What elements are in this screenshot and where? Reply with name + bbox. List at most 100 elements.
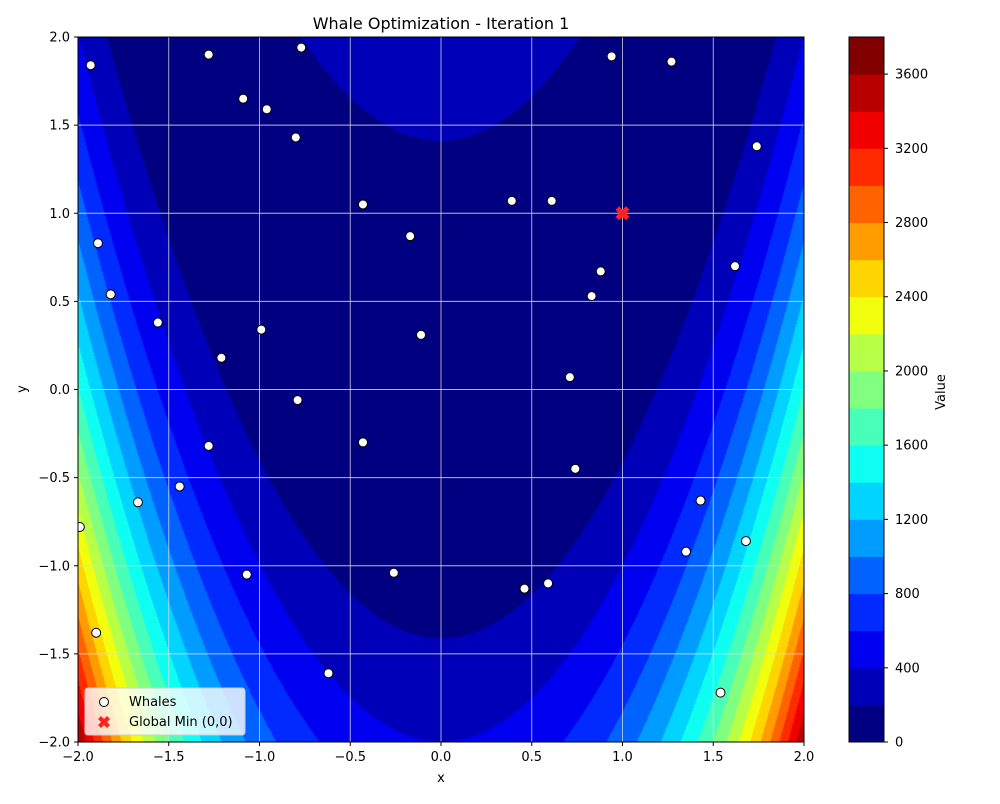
whale-point	[543, 578, 554, 589]
whale-point	[216, 352, 227, 363]
x-tick-label: 1.0	[612, 750, 633, 765]
x-tick-label: −1.5	[153, 750, 185, 765]
colorbar-band	[849, 408, 884, 446]
colorbar-tick-label: 1600	[895, 439, 928, 454]
colorbar-tick-label: 2800	[895, 216, 928, 231]
colorbar-frame	[848, 36, 885, 743]
x-axis-label: x	[437, 771, 445, 786]
whale-point	[570, 463, 581, 474]
legend-whales-marker	[99, 697, 109, 707]
colorbar-tick-label: 2400	[895, 290, 928, 305]
colorbar-band	[849, 445, 884, 483]
y-tick-label: −1.0	[38, 559, 70, 574]
colorbar-band	[849, 556, 884, 595]
colorbar-tick-label: 3200	[895, 142, 928, 157]
whale-point	[357, 199, 368, 210]
colorbar-bands	[849, 37, 884, 743]
y-axis-label: y	[15, 385, 30, 393]
whale-point	[238, 93, 249, 104]
y-tick-label: 1.0	[49, 207, 70, 222]
whale-point	[292, 395, 303, 406]
whale-point	[78, 521, 85, 532]
whale-point	[506, 195, 517, 206]
colorbar: 0 400 800 1200 1600 2000 2400 2800 3200 3600 Valu…	[848, 36, 949, 751]
whale-point	[92, 238, 103, 249]
legend-whales-label: Whales	[129, 695, 177, 710]
whale-point	[405, 231, 416, 242]
whale-point	[290, 132, 301, 143]
colorbar-band	[849, 222, 884, 261]
colorbar-tick-label: 400	[895, 661, 920, 676]
colorbar-tick-label: 800	[895, 587, 920, 602]
whale-point	[152, 317, 163, 328]
legend-global-min-marker	[98, 716, 110, 728]
whale-point	[564, 372, 575, 383]
whale-point	[261, 104, 272, 115]
colorbar-band	[849, 704, 884, 743]
colorbar-band	[849, 593, 884, 632]
colorbar-tick-label: 2000	[895, 364, 928, 379]
whale-point	[606, 51, 617, 62]
whale-point	[203, 440, 214, 451]
whale-point	[323, 668, 334, 679]
whale-point	[105, 289, 116, 300]
colorbar-ticks: 0 400 800 1200 1600 2000 2400 2800 3200 3600	[884, 68, 928, 751]
x-tick-label: 2.0	[794, 750, 815, 765]
whale-point	[730, 261, 741, 272]
whale-point	[241, 569, 252, 580]
whale-point	[519, 583, 530, 594]
colorbar-band	[849, 519, 884, 557]
whale-point	[85, 60, 96, 71]
x-tick-label: −0.5	[334, 750, 366, 765]
whale-point	[666, 56, 677, 67]
whale-point	[681, 546, 692, 557]
whale-point	[595, 266, 606, 277]
x-axis: −2.0 −1.5 −1.0 −0.5 0.0 0.5 1.0 1.5 2.0	[62, 742, 814, 765]
y-tick-label: −1.5	[38, 647, 70, 662]
colorbar-band	[849, 630, 884, 669]
whale-point	[416, 329, 427, 340]
y-axis: −2.0 −1.5 −1.0 −0.5 0.0 0.5 1.0 1.5 2.0	[38, 31, 78, 751]
colorbar-band	[849, 148, 884, 186]
y-tick-label: 1.5	[49, 119, 70, 134]
y-tick-label: 2.0	[49, 31, 70, 46]
y-tick-label: −0.5	[38, 471, 70, 486]
colorbar-tick-label: 3600	[895, 68, 928, 83]
whale-point	[203, 49, 214, 60]
whale-point	[132, 497, 143, 508]
colorbar-band	[849, 333, 884, 372]
x-tick-label: 1.5	[703, 750, 724, 765]
whale-point	[546, 195, 557, 206]
whale-point	[256, 324, 267, 335]
colorbar-band	[849, 370, 884, 409]
legend-global-min-label: Global Min (0,0)	[129, 715, 233, 730]
legend: Whales Global Min (0,0)	[84, 687, 246, 736]
x-tick-label: 0.5	[521, 750, 542, 765]
plot-area	[77, 36, 805, 743]
whale-point	[91, 627, 102, 638]
colorbar-tick-label: 0	[895, 736, 903, 751]
whale-point	[388, 567, 399, 578]
whale-point	[296, 42, 307, 53]
data-markers	[78, 42, 762, 698]
x-tick-label: 0.0	[431, 750, 452, 765]
whale-point	[695, 495, 706, 506]
colorbar-label: Value	[934, 374, 949, 410]
whale-point	[740, 536, 751, 547]
colorbar-band	[849, 74, 884, 112]
colorbar-band	[849, 259, 884, 298]
y-tick-label: 0.5	[49, 295, 70, 310]
whale-point	[357, 437, 368, 448]
chart-title: Whale Optimization - Iteration 1	[313, 14, 570, 33]
whale-point	[715, 687, 726, 698]
whale-point	[751, 141, 762, 152]
y-tick-label: −2.0	[38, 736, 70, 751]
x-tick-label: −1.0	[244, 750, 276, 765]
colorbar-band	[849, 296, 884, 335]
whale-point	[174, 481, 185, 492]
y-tick-label: 0.0	[49, 383, 70, 398]
colorbar-band	[849, 667, 884, 706]
colorbar-tick-label: 1200	[895, 513, 928, 528]
